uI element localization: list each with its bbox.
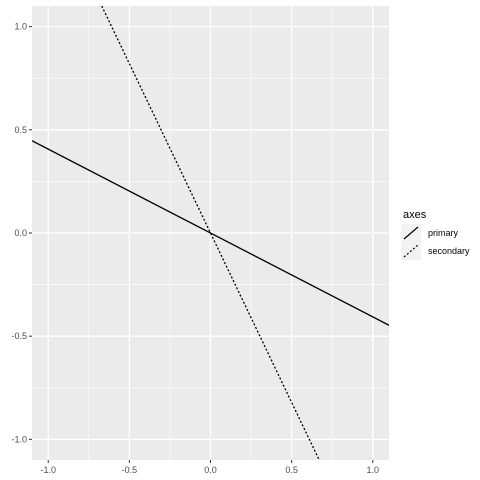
legend-item-primary: primary (401, 224, 459, 242)
x-tick-label: 0.0 (204, 465, 217, 475)
y-tick-label: -0.5 (11, 331, 27, 341)
y-tick-label: -1.0 (11, 434, 27, 444)
x-tick-label: -0.5 (122, 465, 138, 475)
series-layer (32, 6, 389, 460)
y-axis: -1.0 -0.5 0.0 0.5 1.0 (11, 22, 32, 444)
legend-label: primary (428, 228, 459, 238)
x-tick-label: 1.0 (367, 465, 380, 475)
legend-item-secondary: secondary (401, 242, 470, 260)
series-line-primary (32, 140, 389, 326)
x-tick-label: 0.5 (285, 465, 298, 475)
x-tick-label: -1.0 (40, 465, 56, 475)
y-tick-label: 0.0 (14, 228, 27, 238)
legend-key-line (403, 226, 419, 240)
legend-title: axes (403, 209, 427, 221)
legend-key-line (403, 244, 419, 258)
y-tick-label: 1.0 (14, 22, 27, 32)
legend: axes primary secondary (401, 209, 470, 260)
legend-label: secondary (428, 246, 470, 256)
x-axis: -1.0 -0.5 0.0 0.5 1.0 (40, 460, 379, 475)
y-tick-label: 0.5 (14, 125, 27, 135)
